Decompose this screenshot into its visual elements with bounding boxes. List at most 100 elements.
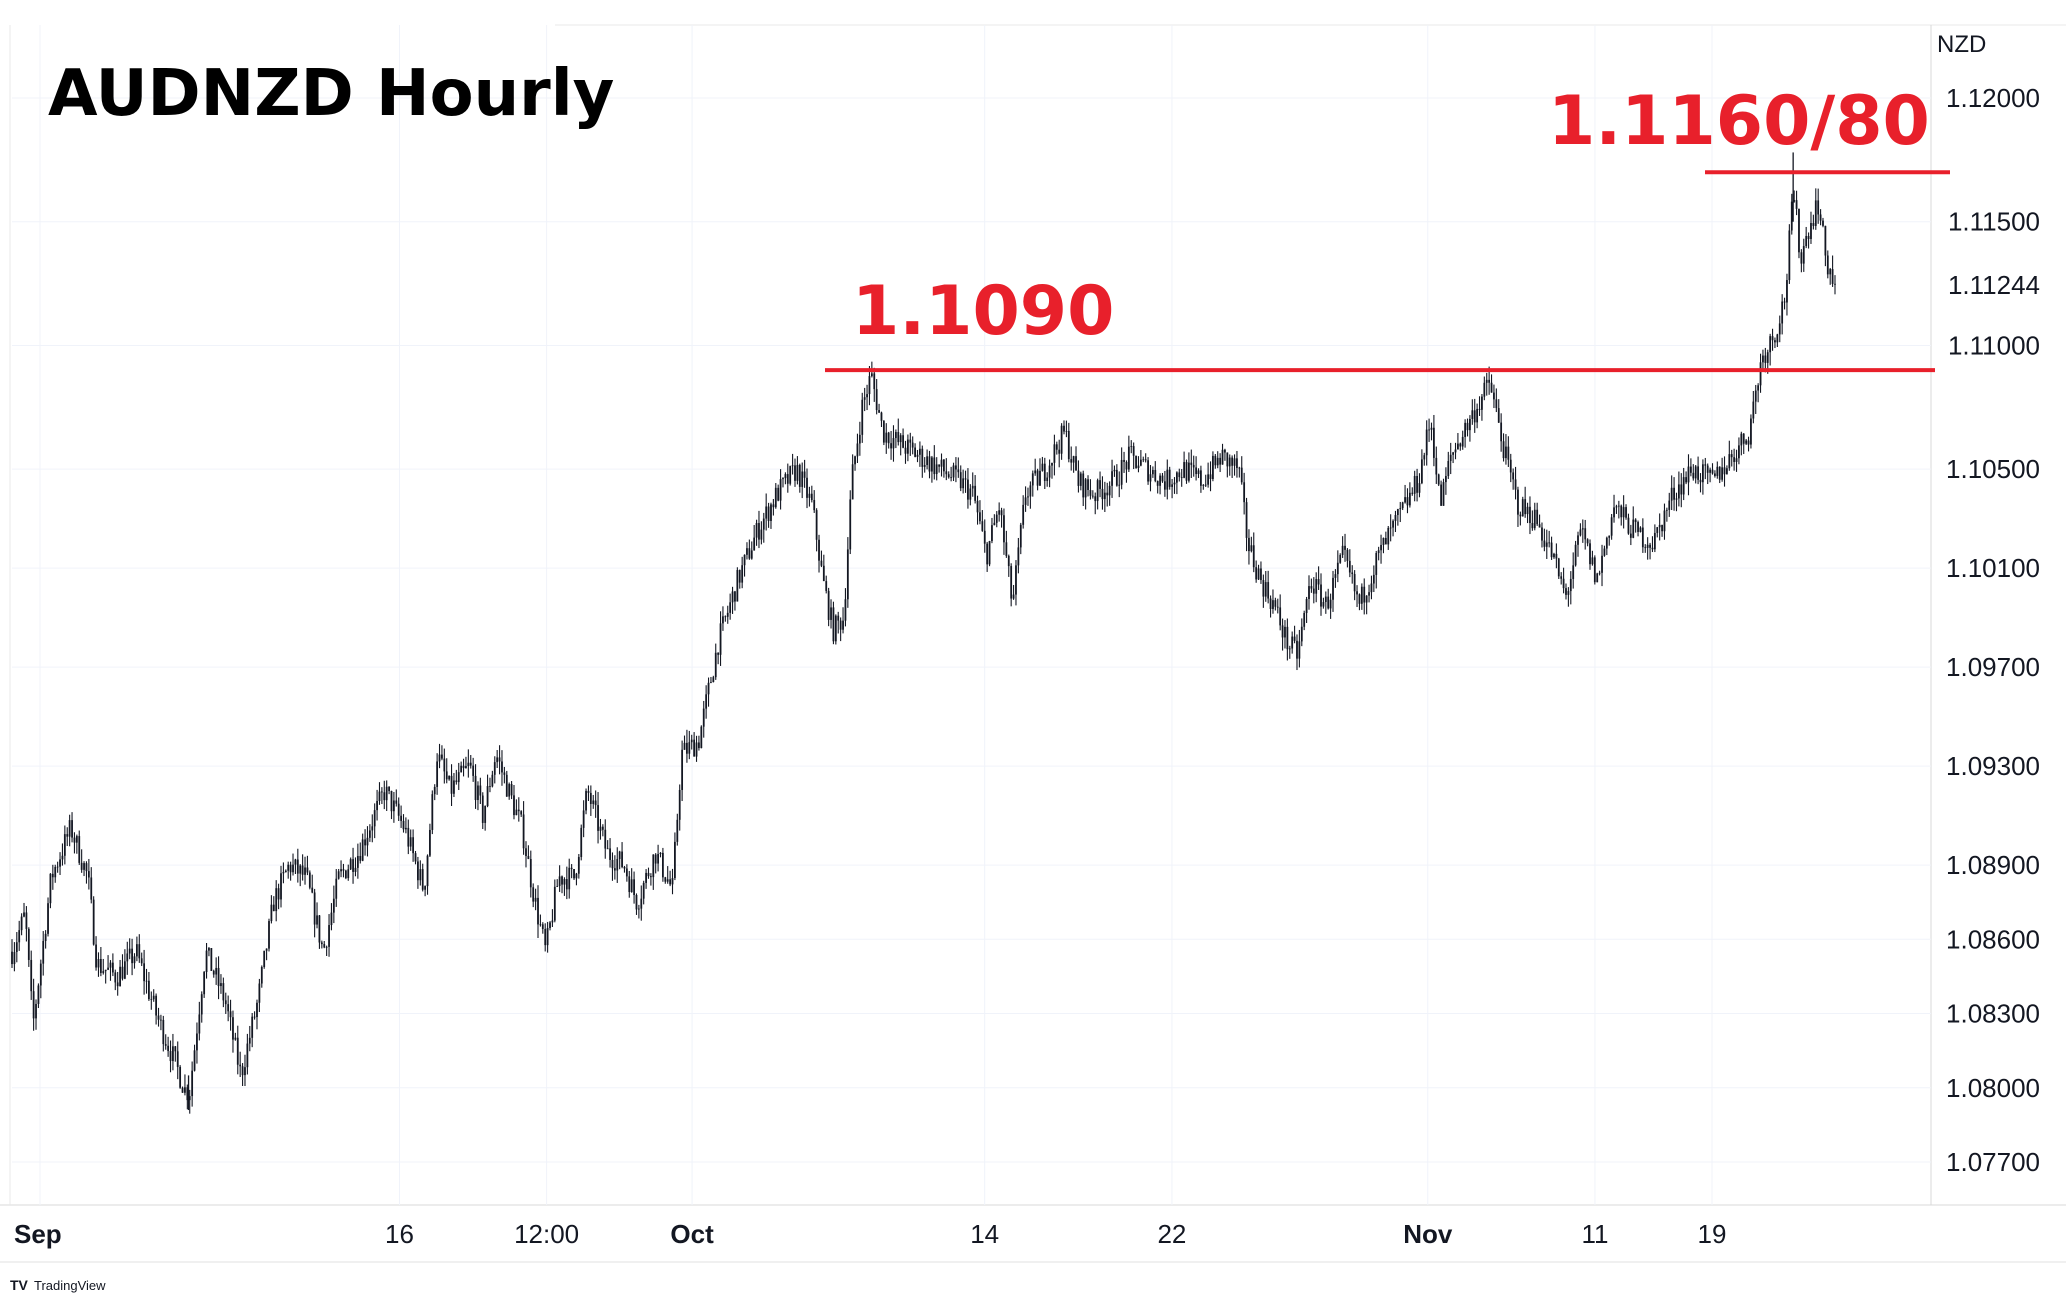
candle-body — [49, 873, 52, 904]
candle — [1334, 569, 1337, 588]
candle — [436, 753, 439, 795]
candle — [1077, 460, 1080, 493]
candle — [1514, 466, 1517, 500]
candle-body — [1034, 470, 1037, 474]
candle — [861, 392, 864, 443]
candle — [988, 540, 991, 567]
candle — [208, 947, 210, 957]
candle-body — [1670, 487, 1673, 501]
candle — [580, 824, 583, 861]
candle — [522, 801, 525, 855]
candle — [967, 468, 969, 509]
candle-body — [1485, 379, 1488, 383]
candle — [897, 418, 900, 446]
candle-body — [525, 848, 527, 857]
candle — [220, 974, 222, 994]
candle-body — [1252, 545, 1255, 568]
candle-body — [289, 864, 292, 873]
candle-body — [383, 792, 386, 801]
candle — [1769, 333, 1772, 366]
candle-body — [15, 942, 18, 953]
candle-body — [1738, 445, 1740, 459]
candle-body — [959, 472, 962, 489]
candle — [1099, 471, 1101, 498]
candle-body — [292, 864, 294, 873]
candle — [1327, 588, 1330, 610]
candle-body — [1783, 301, 1786, 303]
candle — [1629, 524, 1632, 546]
candle — [674, 832, 676, 881]
candle-body — [678, 789, 681, 820]
candle — [143, 949, 146, 995]
candle — [1070, 446, 1073, 471]
candle-body — [1377, 550, 1380, 554]
candle-body — [1831, 269, 1834, 284]
candle-body — [1810, 223, 1812, 239]
candle-body — [1466, 422, 1469, 431]
candle — [1754, 384, 1757, 415]
candle — [484, 805, 487, 831]
candle-body — [899, 435, 902, 443]
candle — [1601, 544, 1603, 587]
candle — [1819, 209, 1822, 226]
candle — [1471, 399, 1474, 425]
candle — [1418, 473, 1421, 498]
candle-body — [741, 565, 744, 583]
x-tick-label: 12:00 — [514, 1219, 579, 1249]
candle-body — [1692, 472, 1695, 479]
candle-body — [1250, 545, 1253, 552]
candle — [61, 843, 64, 866]
candle-body — [671, 878, 674, 885]
candle-body — [1442, 482, 1445, 506]
candle-body — [772, 504, 775, 508]
candle — [796, 456, 799, 485]
candle — [148, 971, 150, 1001]
candle-body — [1459, 443, 1462, 447]
candle — [1248, 529, 1250, 565]
candle — [885, 423, 888, 454]
candle — [236, 1025, 239, 1075]
candle — [135, 936, 138, 962]
candle — [974, 475, 977, 504]
candle — [926, 449, 929, 470]
candle-body — [1207, 474, 1210, 485]
candle-body — [561, 876, 563, 885]
candle-body — [1406, 497, 1409, 506]
candle — [1130, 440, 1133, 454]
candle-body — [1519, 514, 1522, 517]
candle-body — [335, 878, 338, 899]
candle-body — [224, 1000, 227, 1005]
candle — [306, 855, 309, 876]
candle — [1814, 188, 1817, 230]
candle — [599, 818, 602, 840]
candle — [361, 833, 364, 862]
candle-body — [1781, 301, 1784, 324]
candle-body — [515, 809, 518, 816]
candle — [414, 850, 417, 865]
candle — [1380, 534, 1382, 564]
candle-body — [928, 456, 931, 472]
candle-body — [832, 607, 835, 642]
candle-body — [1509, 459, 1512, 473]
candle-body — [618, 851, 621, 859]
candle — [152, 989, 155, 1002]
candle — [866, 384, 868, 411]
candle-body — [1745, 440, 1748, 444]
candle-body — [1807, 235, 1810, 239]
candle — [772, 499, 775, 516]
candle-body — [1819, 214, 1822, 221]
candle-body — [724, 616, 727, 618]
candle-body — [150, 999, 153, 1000]
candle-body — [320, 942, 323, 945]
candle — [798, 463, 801, 493]
candle-body — [1461, 436, 1464, 447]
level-label: 1.1090 — [852, 272, 1114, 351]
candle-body — [1673, 487, 1675, 500]
candle — [344, 869, 347, 880]
candle-body — [443, 758, 446, 772]
candle — [1091, 490, 1094, 499]
candle — [1620, 504, 1623, 526]
candle-body — [1048, 465, 1051, 478]
candle — [1067, 422, 1070, 463]
candle — [604, 819, 607, 859]
